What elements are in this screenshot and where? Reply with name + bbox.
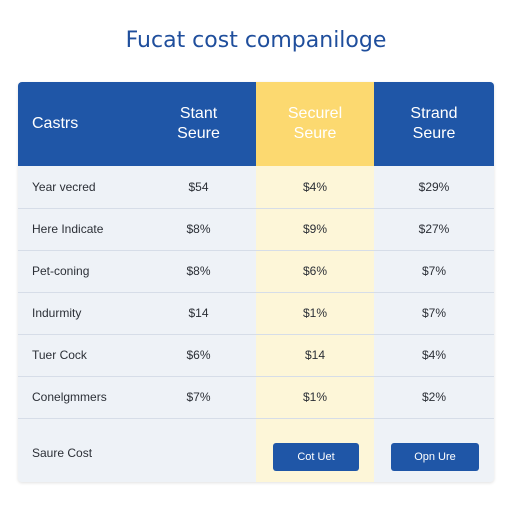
- row-divider: [18, 418, 494, 419]
- column-stant-seure: Stant Seure $54 $8% $8% $14 $6% $7%: [141, 82, 256, 482]
- page-title: Fucat cost companiloge: [125, 28, 387, 53]
- cell-value: $7%: [421, 306, 447, 320]
- header-a-line2: Seure: [177, 125, 220, 142]
- row-label: Tuer Cock: [32, 348, 87, 362]
- row-label: Indurmity: [32, 306, 82, 320]
- column-labels: Castrs Year vecred Here Indicate Pet-con…: [18, 82, 141, 482]
- cell-value: $14: [188, 306, 209, 320]
- header-column-c: Strand Seure: [374, 82, 494, 166]
- cell-value: $4%: [302, 180, 328, 194]
- cell-value: $7%: [186, 390, 211, 404]
- column-securel-seure: Securel Seure $4% $9% $6% $1% $14 $1% Co…: [256, 82, 374, 482]
- cell-value: $6%: [302, 264, 328, 278]
- row-divider: [18, 334, 494, 335]
- header-b-line2: Seure: [293, 125, 337, 142]
- header-a-line1: Stant: [179, 105, 218, 122]
- row-label: Pet-coning: [32, 264, 90, 278]
- cost-comparison-table: Castrs Year vecred Here Indicate Pet-con…: [18, 82, 494, 482]
- cell-value: $54: [188, 180, 209, 194]
- row-divider: [18, 376, 494, 377]
- cell-value: $4%: [421, 348, 447, 362]
- row-divider: [18, 208, 494, 209]
- row-label: Here Indicate: [32, 222, 104, 236]
- column-strand-seure: Strand Seure $29% $27% $7% $7% $4% $2% O…: [374, 82, 494, 482]
- row-divider: [18, 250, 494, 251]
- row-divider: [18, 292, 494, 293]
- footer-label: Saure Cost: [32, 446, 93, 460]
- header-column-a: Stant Seure: [141, 82, 256, 166]
- cell-value: $2%: [421, 390, 447, 404]
- cell-value: $8%: [186, 222, 211, 236]
- cell-value: $1%: [302, 390, 328, 404]
- cell-value: $9%: [302, 222, 328, 236]
- cell-value: $14: [304, 348, 326, 362]
- opn-ure-button[interactable]: Opn Ure: [391, 443, 479, 471]
- cell-value: $27%: [418, 222, 450, 236]
- header-c-line2: Seure: [412, 125, 456, 142]
- cot-uet-button[interactable]: Cot Uet: [273, 443, 359, 471]
- header-c-line1: Strand: [410, 105, 458, 122]
- header-b-line1: Securel: [287, 105, 343, 122]
- cell-value: $1%: [302, 306, 328, 320]
- header-label-column: Castrs: [18, 82, 141, 166]
- row-label: Conelgmmers: [32, 390, 107, 404]
- header-label-text: Castrs: [32, 115, 79, 132]
- header-column-b: Securel Seure: [256, 82, 374, 166]
- cell-value: $6%: [186, 348, 211, 362]
- row-label: Year vecred: [32, 180, 96, 194]
- cell-value: $7%: [421, 264, 447, 278]
- cell-value: $8%: [186, 264, 211, 278]
- cell-value: $29%: [418, 180, 450, 194]
